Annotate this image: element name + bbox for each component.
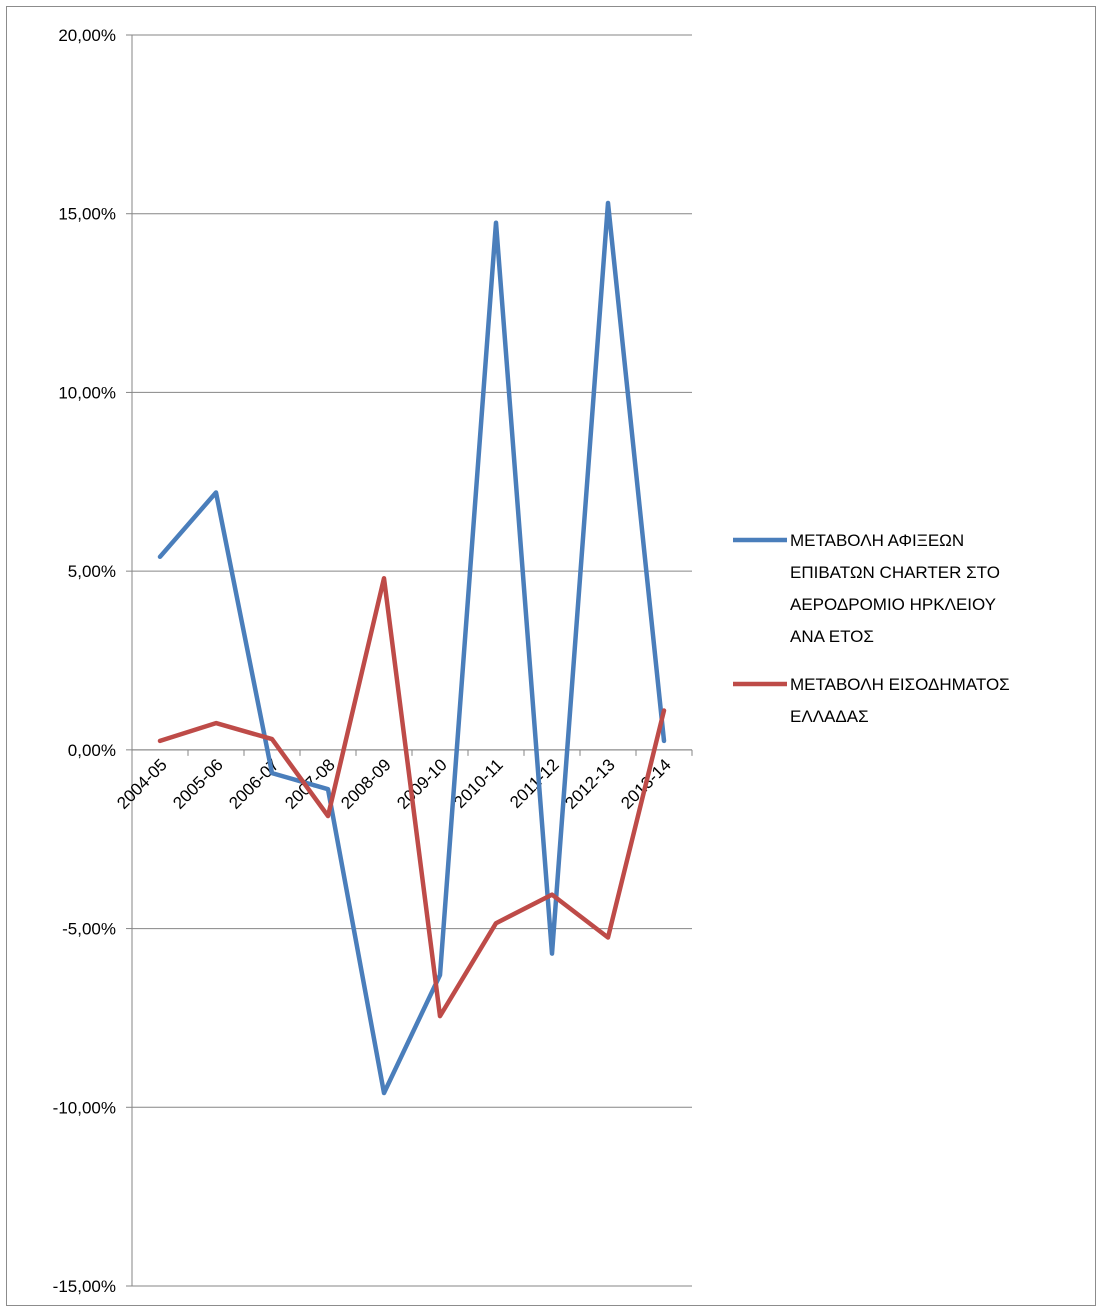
legend-entry-2: ΜΕΤΑΒΟΛΗ ΕΙΣΟΔΗΜΑΤΟΣ ΕΛΛΑΔΑΣ bbox=[733, 675, 1010, 726]
chart-frame bbox=[6, 6, 1096, 1306]
legend: ΜΕΤΑΒΟΛΗ ΑΦΙΞΕΩΝ ΕΠΙΒΑΤΩΝ CHARTER ΣΤΟ ΑΕΡΟ… bbox=[733, 531, 1010, 726]
x-tick-label: 2004-05 bbox=[113, 755, 171, 813]
y-tick-label: 5,00% bbox=[68, 562, 116, 581]
legend-label: ΕΛΛΑΔΑΣ bbox=[790, 707, 869, 726]
series-lines bbox=[157, 200, 667, 1096]
x-tick-label: 2010-11 bbox=[450, 755, 507, 812]
x-tick-label: 2006-07 bbox=[225, 755, 283, 813]
legend-entry-1: ΜΕΤΑΒΟΛΗ ΑΦΙΞΕΩΝ ΕΠΙΒΑΤΩΝ CHARTER ΣΤΟ ΑΕΡΟ… bbox=[733, 531, 1000, 646]
x-tick-label: 2008-09 bbox=[337, 755, 395, 813]
legend-label: ΜΕΤΑΒΟΛΗ ΑΦΙΞΕΩΝ bbox=[790, 531, 964, 550]
legend-label: ΜΕΤΑΒΟΛΗ ΕΙΣΟΔΗΜΑΤΟΣ bbox=[790, 675, 1010, 694]
axes bbox=[126, 34, 693, 1287]
y-tick-label: -5,00% bbox=[62, 920, 116, 939]
y-tick-label: 15,00% bbox=[58, 205, 116, 224]
series-line-1 bbox=[157, 200, 667, 1096]
y-tick-label: -15,00% bbox=[53, 1277, 116, 1296]
series-line-2 bbox=[157, 576, 667, 1019]
y-tick-label: 10,00% bbox=[58, 383, 116, 402]
x-tick-label: 2011-12 bbox=[506, 755, 563, 812]
legend-label: ΕΠΙΒΑΤΩΝ CHARTER ΣΤΟ bbox=[790, 563, 1000, 582]
y-axis-tick-labels: 20,00% 15,00% 10,00% 5,00% 0,00% -5,00% -10,00… bbox=[53, 26, 116, 1296]
x-axis-tick-labels: 2004-052005-062006-072007-082008-092009-… bbox=[113, 755, 675, 813]
x-tick-label: 2005-06 bbox=[169, 755, 227, 813]
legend-label: ΑΕΡΟΔΡΟΜΙΟ ΗΡΚΛΕΙΟΥ bbox=[790, 595, 996, 614]
x-tick-label: 2009-10 bbox=[393, 755, 451, 813]
y-tick-label: 20,00% bbox=[58, 26, 116, 45]
y-tick-label: -10,00% bbox=[53, 1098, 116, 1117]
y-tick-label: 0,00% bbox=[68, 741, 116, 760]
x-tick-label: 2012-13 bbox=[561, 755, 619, 813]
legend-label: ΑΝΑ ΕΤΟΣ bbox=[790, 627, 874, 646]
